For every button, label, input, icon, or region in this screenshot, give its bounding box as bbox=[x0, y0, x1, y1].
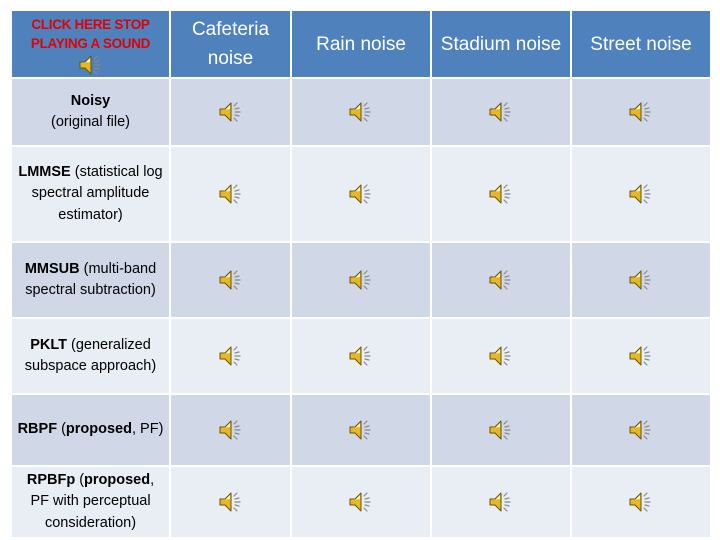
audio-cell[interactable] bbox=[292, 147, 430, 241]
audio-cell[interactable] bbox=[171, 147, 290, 241]
speaker-icon[interactable] bbox=[348, 418, 374, 442]
audio-cell[interactable] bbox=[292, 395, 430, 465]
method-label: RPBFp (proposed, PF with perceptual cons… bbox=[16, 470, 165, 535]
audio-cell[interactable] bbox=[572, 243, 710, 317]
speaker-icon[interactable] bbox=[78, 53, 104, 77]
audio-cell[interactable] bbox=[572, 319, 710, 393]
row-header: LMMSE (statistical log spectral amplitud… bbox=[12, 147, 169, 241]
method-desc: ( bbox=[57, 421, 66, 438]
speaker-icon[interactable] bbox=[628, 100, 654, 124]
speaker-icon[interactable] bbox=[628, 268, 654, 292]
method-name: PKLT bbox=[30, 336, 67, 353]
row-header: PKLT (generalized subspace approach) bbox=[12, 319, 169, 393]
method-label: RBPF (proposed, PF) bbox=[18, 419, 164, 441]
audio-cell[interactable] bbox=[292, 319, 430, 393]
method-desc: ( bbox=[75, 471, 85, 488]
column-header: Stadium noise bbox=[432, 11, 570, 77]
audio-cell[interactable] bbox=[292, 79, 430, 145]
stop-sound-label[interactable]: CLICK HERE STOP PLAYING A SOUND bbox=[30, 17, 151, 51]
method-label: MMSUB (multi-band spectral subtraction) bbox=[16, 259, 165, 302]
speaker-icon[interactable] bbox=[628, 344, 654, 368]
speaker-icon[interactable] bbox=[628, 418, 654, 442]
method-name: MMSUB bbox=[24, 260, 80, 277]
method-name: RPBFp bbox=[26, 471, 76, 488]
method-label: PKLT (generalized subspace approach) bbox=[16, 335, 165, 378]
row-header: Noisy (original file) bbox=[12, 79, 169, 145]
speaker-icon[interactable] bbox=[488, 182, 514, 206]
speaker-icon[interactable] bbox=[348, 268, 374, 292]
audio-cell[interactable] bbox=[432, 467, 570, 537]
method-name: RBPF bbox=[17, 421, 58, 438]
audio-cell[interactable] bbox=[171, 467, 290, 537]
method-desc: (generalized subspace approach) bbox=[24, 336, 157, 375]
audio-cell[interactable] bbox=[432, 319, 570, 393]
speaker-icon[interactable] bbox=[218, 344, 244, 368]
speaker-icon[interactable] bbox=[348, 344, 374, 368]
speaker-icon[interactable] bbox=[218, 490, 244, 514]
method-label: LMMSE (statistical log spectral amplitud… bbox=[16, 162, 165, 227]
audio-cell[interactable] bbox=[171, 395, 290, 465]
speaker-icon[interactable] bbox=[218, 100, 244, 124]
audio-cell[interactable] bbox=[432, 395, 570, 465]
speaker-icon[interactable] bbox=[488, 418, 514, 442]
speaker-icon[interactable] bbox=[348, 182, 374, 206]
row-header: RPBFp (proposed, PF with perceptual cons… bbox=[12, 467, 169, 537]
method-emphasis: proposed bbox=[65, 421, 132, 438]
speaker-icon[interactable] bbox=[628, 490, 654, 514]
method-desc-tail: , PF) bbox=[131, 421, 164, 438]
method-desc: (multi-band spectral subtraction) bbox=[25, 260, 157, 299]
audio-cell[interactable] bbox=[292, 467, 430, 537]
speaker-icon[interactable] bbox=[218, 268, 244, 292]
column-header: Street noise bbox=[572, 11, 710, 77]
audio-cell[interactable] bbox=[572, 147, 710, 241]
stop-sound-button[interactable]: CLICK HERE STOP PLAYING A SOUND bbox=[12, 11, 169, 77]
column-header: Rain noise bbox=[292, 11, 430, 77]
audio-cell[interactable] bbox=[292, 243, 430, 317]
audio-cell[interactable] bbox=[171, 79, 290, 145]
speaker-icon[interactable] bbox=[488, 268, 514, 292]
speaker-icon[interactable] bbox=[348, 100, 374, 124]
speaker-icon[interactable] bbox=[218, 418, 244, 442]
method-name: LMMSE bbox=[18, 163, 71, 180]
audio-comparison-table: CLICK HERE STOP PLAYING A SOUND Cafeteri… bbox=[12, 11, 710, 537]
speaker-icon[interactable] bbox=[488, 100, 514, 124]
method-emphasis: proposed bbox=[84, 471, 151, 488]
audio-cell[interactable] bbox=[432, 243, 570, 317]
row-header: MMSUB (multi-band spectral subtraction) bbox=[12, 243, 169, 317]
method-desc: (statistical log spectral amplitude esti… bbox=[31, 163, 163, 223]
method-desc-tail: , PF with perceptual consideration) bbox=[30, 471, 155, 531]
audio-cell[interactable] bbox=[572, 467, 710, 537]
method-name: Noisy bbox=[70, 92, 111, 109]
speaker-icon[interactable] bbox=[488, 490, 514, 514]
speaker-icon[interactable] bbox=[348, 490, 374, 514]
method-desc: (original file) bbox=[51, 114, 130, 130]
audio-cell[interactable] bbox=[572, 395, 710, 465]
audio-cell[interactable] bbox=[572, 79, 710, 145]
speaker-icon[interactable] bbox=[218, 182, 244, 206]
audio-cell[interactable] bbox=[432, 147, 570, 241]
audio-cell[interactable] bbox=[171, 243, 290, 317]
row-header: RBPF (proposed, PF) bbox=[12, 395, 169, 465]
speaker-icon[interactable] bbox=[488, 344, 514, 368]
audio-cell[interactable] bbox=[432, 79, 570, 145]
audio-cell[interactable] bbox=[171, 319, 290, 393]
method-label: Noisy (original file) bbox=[51, 91, 130, 134]
speaker-icon[interactable] bbox=[628, 182, 654, 206]
column-header: Cafeteria noise bbox=[171, 11, 290, 77]
